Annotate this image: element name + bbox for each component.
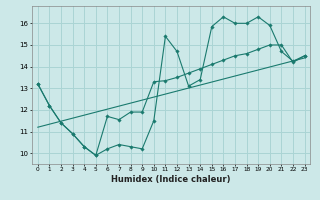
X-axis label: Humidex (Indice chaleur): Humidex (Indice chaleur) xyxy=(111,175,231,184)
